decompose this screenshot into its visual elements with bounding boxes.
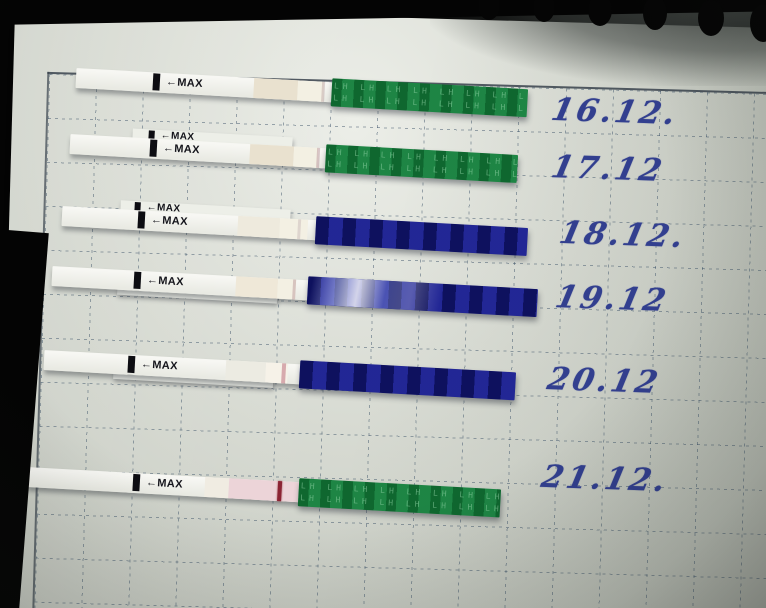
spiral-hole	[750, 4, 766, 42]
handwritten-date: 16.12.	[548, 91, 682, 133]
max-label: ←MAX	[146, 274, 185, 289]
max-label: ←MAX	[140, 358, 179, 373]
reagent-pad	[293, 146, 319, 168]
handwritten-date: 19.12	[552, 279, 672, 319]
max-line-mark	[149, 139, 158, 157]
reagent-pad	[297, 80, 325, 102]
max-label: ←MAX	[162, 142, 201, 157]
spiral-hole	[643, 0, 667, 30]
max-line-mark	[152, 73, 161, 91]
reagent-pad	[237, 215, 281, 239]
max-line-mark	[133, 271, 142, 289]
reagent-pad	[279, 218, 309, 240]
handwritten-date: 17.12	[548, 149, 668, 189]
reagent-pad	[249, 144, 295, 167]
max-label: ←MAX	[145, 476, 184, 491]
spiral-hole	[588, 0, 612, 26]
reagent-pad	[235, 276, 279, 299]
reagent-pad	[253, 77, 299, 101]
spiral-hole	[533, 0, 555, 22]
handwritten-date: 18.12.	[556, 214, 690, 256]
max-label: ←MAX	[150, 213, 189, 229]
reagent-pad-pink	[228, 478, 300, 503]
handwritten-date: 21.12.	[538, 458, 672, 500]
max-label: ←MAX	[165, 76, 204, 91]
max-line-mark	[127, 355, 136, 374]
handwritten-date: 20.12	[544, 361, 664, 401]
max-line-mark	[137, 211, 146, 229]
max-line-mark	[132, 473, 141, 492]
reagent-pad	[225, 360, 267, 383]
reagent-pad	[204, 476, 230, 499]
spiral-hole	[698, 0, 724, 36]
spiral-hole	[478, 0, 500, 20]
